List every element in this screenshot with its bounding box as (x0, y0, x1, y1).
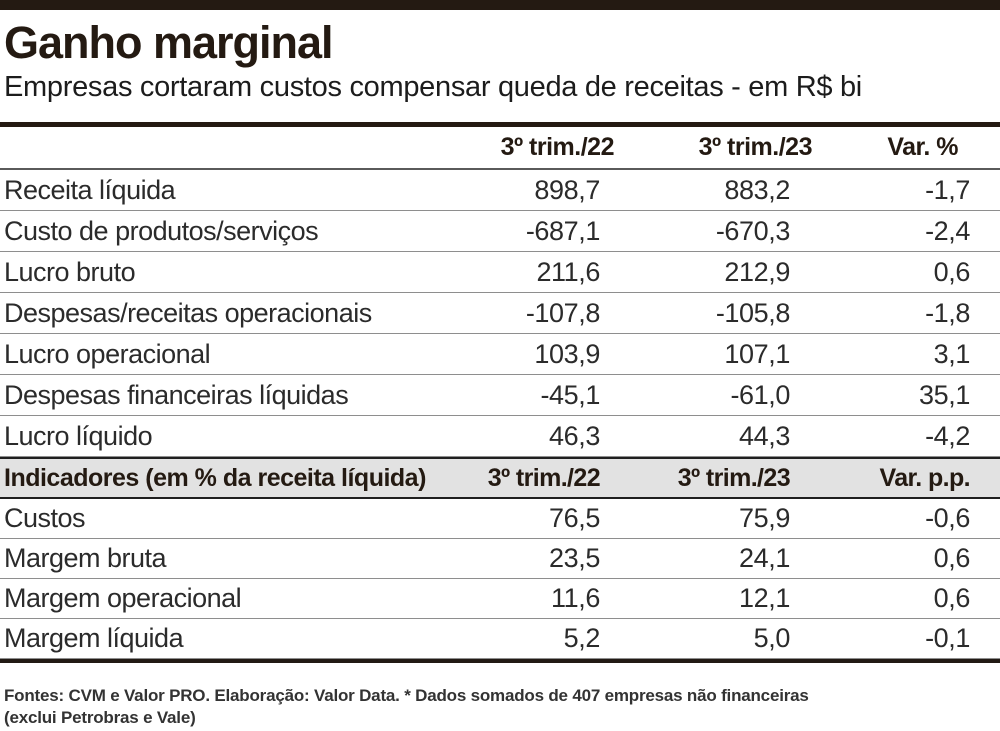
row-label: Lucro operacional (4, 338, 211, 369)
header-col-q3-22: 3º trim./22 (500, 133, 615, 161)
value-q3-22: 211,6 (536, 256, 600, 287)
value-q3-23: -670,3 (715, 215, 791, 246)
value-var-pct: -1,7 (925, 174, 970, 205)
value-var-pct: -1,8 (925, 297, 970, 328)
row-label: Lucro bruto (4, 256, 136, 287)
value-var-pp: 0,6 (933, 543, 971, 573)
table-row: Lucro líquido 46,3 44,3 -4,2 (0, 416, 1000, 457)
value-var-pct: -4,2 (925, 420, 970, 451)
band-col-q3-23: 3º trim./23 (677, 463, 791, 492)
table-row: Margem bruta 23,5 24,1 0,6 (0, 539, 1000, 579)
top-accent-bar (0, 0, 1000, 10)
title-divider (0, 122, 1000, 127)
source-line-1: Fontes: CVM e Valor PRO. Elaboração: Val… (4, 686, 809, 705)
value-var-pct: 0,6 (933, 256, 971, 287)
value-q3-22: 76,5 (549, 503, 600, 533)
band-label: Indicadores (em % da receita líquida) (4, 463, 426, 492)
section-absolute-values: Receita líquida 898,7 883,2 -1,7 Custo d… (0, 170, 1000, 457)
value-q3-22: 11,6 (551, 583, 600, 613)
value-q3-22: 46,3 (549, 420, 600, 451)
value-q3-22: 23,5 (549, 543, 600, 573)
row-label: Margem operacional (4, 583, 242, 613)
value-q3-23: 24,1 (739, 543, 790, 573)
section-header-indicadores: Indicadores (em % da receita líquida) 3º… (0, 457, 1000, 499)
value-q3-23: 212,9 (724, 256, 790, 287)
value-q3-23: 12,1 (739, 583, 790, 613)
table-row: Custos 76,5 75,9 -0,6 (0, 499, 1000, 539)
value-q3-23: 107,1 (724, 338, 790, 369)
page-title: Ganho marginal (4, 17, 334, 68)
value-q3-23: -61,0 (730, 379, 790, 410)
bottom-divider (0, 659, 1000, 663)
table-row: Lucro bruto 211,6 212,9 0,6 (0, 252, 1000, 293)
header-col-var-pct: Var. % (887, 133, 958, 161)
value-var-pp: 0,6 (933, 583, 971, 613)
value-q3-22: -687,1 (525, 215, 601, 246)
value-q3-22: -45,1 (540, 379, 600, 410)
value-var-pp: -0,1 (925, 623, 970, 653)
section-indicators: Custos 76,5 75,9 -0,6 Margem bruta 23,5 … (0, 499, 1000, 659)
source-line-2: (exclui Petrobras e Vale) (4, 708, 196, 727)
row-label: Despesas financeiras líquidas (4, 379, 349, 410)
value-q3-22: 103,9 (534, 338, 600, 369)
value-q3-23: -105,8 (715, 297, 791, 328)
row-label: Custo de produtos/serviços (4, 215, 319, 246)
band-col-q3-22: 3º trim./22 (487, 463, 601, 492)
value-q3-22: -107,8 (525, 297, 601, 328)
value-var-pp: -0,6 (925, 503, 970, 533)
table-row: Custo de produtos/serviços -687,1 -670,3… (0, 211, 1000, 252)
value-q3-22: 5,2 (563, 623, 601, 653)
row-label: Custos (4, 503, 86, 533)
table-row: Margem operacional 11,6 12,1 0,6 (0, 579, 1000, 619)
header-col-q3-23: 3º trim./23 (698, 133, 813, 161)
value-q3-23: 883,2 (724, 174, 790, 205)
value-var-pct: -2,4 (925, 215, 970, 246)
value-var-pct: 3,1 (933, 338, 971, 369)
row-label: Margem bruta (4, 543, 167, 573)
band-col-var-pp: Var. p.p. (879, 463, 971, 492)
table-row: Lucro operacional 103,9 107,1 3,1 (0, 334, 1000, 375)
row-label: Despesas/receitas operacionais (4, 297, 372, 328)
table-row: Margem líquida 5,2 5,0 -0,1 (0, 619, 1000, 659)
table-row: Despesas financeiras líquidas -45,1 -61,… (0, 375, 1000, 416)
value-q3-23: 44,3 (739, 420, 790, 451)
page-subtitle: Empresas cortaram custos compensar queda… (4, 71, 862, 103)
row-label: Margem líquida (4, 623, 184, 653)
row-label: Lucro líquido (4, 420, 153, 451)
value-q3-22: 898,7 (534, 174, 600, 205)
value-q3-23: 5,0 (753, 623, 791, 653)
value-q3-23: 75,9 (739, 503, 790, 533)
table-row: Receita líquida 898,7 883,2 -1,7 (0, 170, 1000, 211)
value-var-pct: 35,1 (919, 379, 970, 410)
source-note: Fontes: CVM e Valor PRO. Elaboração: Val… (4, 685, 1000, 729)
table-row: Despesas/receitas operacionais -107,8 -1… (0, 293, 1000, 334)
row-label: Receita líquida (4, 174, 176, 205)
data-table: 3º trim./22 3º trim./23 Var. % Receita l… (0, 127, 1000, 663)
table-header-row: 3º trim./22 3º trim./23 Var. % (0, 127, 1000, 170)
